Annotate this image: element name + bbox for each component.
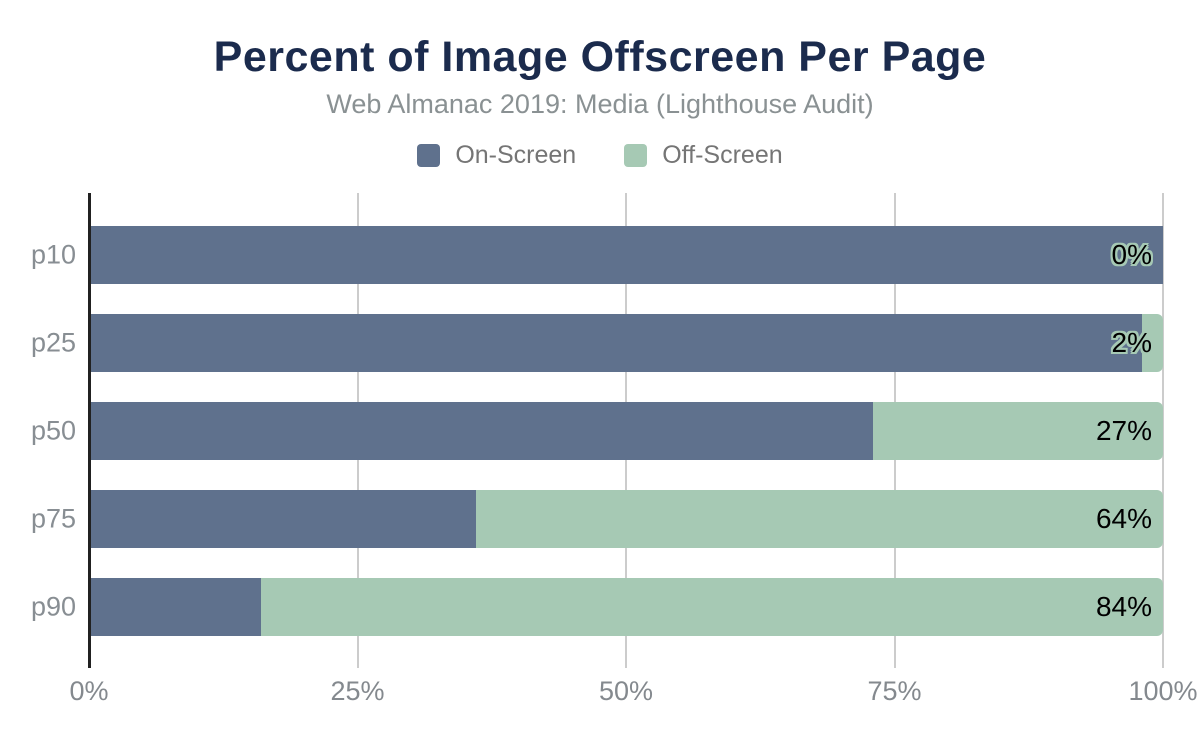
bar-track — [89, 314, 1163, 372]
bar-value-label: 64% — [1095, 503, 1152, 534]
bar-row-p50: 27% — [89, 402, 1163, 460]
chart-subtitle: Web Almanac 2019: Media (Lighthouse Audi… — [326, 89, 874, 119]
bar-value-label: 27% — [1095, 415, 1152, 446]
x-tick-label: 25% — [330, 676, 385, 706]
x-tick-label: 75% — [867, 676, 922, 706]
category-label-p50: p50 — [30, 415, 76, 446]
x-tick-label: 0% — [69, 676, 109, 706]
bar-track — [89, 226, 1163, 284]
y-axis-category-labels: p10 p25 p50 p75 p90 — [0, 193, 76, 668]
bar-track — [89, 490, 1163, 548]
category-label-p10: p10 — [30, 239, 76, 270]
bar-segment-off-screen — [873, 402, 1163, 460]
bar-segment-off-screen — [260, 578, 1163, 636]
bar-track — [89, 578, 1163, 636]
gridline-100% — [1162, 193, 1164, 668]
bar-segment-on-screen — [89, 226, 1163, 284]
x-axis-tick-labels: 0% 25% 50% 75% 100% — [69, 676, 1197, 710]
legend-swatch-icon — [417, 144, 441, 167]
bar-value-label: 2% — [1111, 327, 1152, 358]
legend-label: On-Screen — [455, 141, 577, 169]
bar-segment-off-screen — [1141, 314, 1163, 372]
bar-segment-off-screen — [475, 490, 1163, 548]
bar-row-p10: 0% — [89, 226, 1163, 284]
x-tick-label: 100% — [1128, 676, 1198, 706]
category-label-p25: p25 — [30, 327, 76, 358]
legend: On-Screen Off-Screen — [0, 141, 1200, 170]
bar-row-p25: 2% — [89, 314, 1163, 372]
legend-item-on-screen: On-Screen — [417, 141, 576, 170]
chart-title: Percent of Image Offscreen Per Page — [213, 33, 987, 81]
x-tick-label: 50% — [598, 676, 654, 706]
legend-label: Off-Screen — [662, 141, 783, 169]
bar-value-label: 84% — [1095, 591, 1152, 622]
plot-area: 0% 2% 27% 64% 84% — [88, 193, 1164, 668]
y-axis-line — [88, 193, 91, 668]
category-label-p90: p90 — [30, 591, 76, 622]
bar-segment-on-screen — [89, 578, 261, 636]
bar-segment-on-screen — [89, 402, 874, 460]
category-label-p75: p75 — [30, 503, 76, 534]
bar-track — [89, 402, 1163, 460]
bar-segment-on-screen — [89, 314, 1142, 372]
legend-item-off-screen: Off-Screen — [624, 141, 783, 170]
bar-row-p90: 84% — [89, 578, 1163, 636]
bar-segment-on-screen — [89, 490, 476, 548]
bar-row-p75: 64% — [89, 490, 1163, 548]
legend-swatch-icon — [624, 144, 648, 167]
bar-value-label: 0% — [1111, 239, 1152, 270]
